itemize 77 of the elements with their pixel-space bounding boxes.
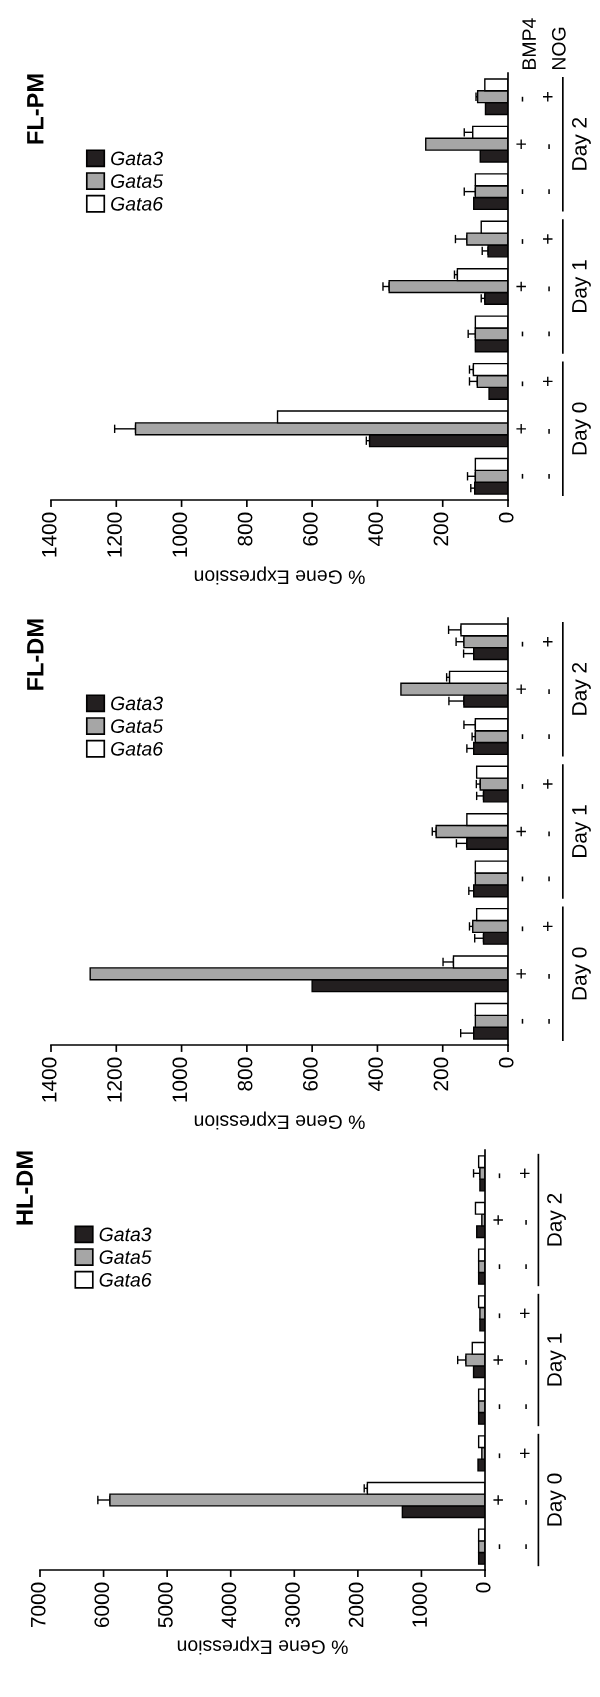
y-tick-label: + - bbox=[493, 1355, 527, 1365]
x-axis-title: % Gene Expression bbox=[177, 1636, 348, 1655]
category-label: - - bbox=[521, 876, 550, 882]
category-label: - - bbox=[521, 189, 550, 194]
x-tick-label: 200 bbox=[433, 1057, 449, 1091]
category-label: - - bbox=[498, 1264, 527, 1270]
x-tick-label: 600 bbox=[302, 512, 318, 546]
text: HL-DM bbox=[16, 1151, 33, 1225]
y-tick-label: + - bbox=[493, 1215, 527, 1225]
legend-label: Gata5 bbox=[99, 1250, 152, 1264]
x-tick-label: 400 bbox=[368, 1057, 384, 1092]
y-tick-label: - + bbox=[521, 779, 553, 789]
x-tick-label: 0 bbox=[498, 1057, 514, 1068]
y-tick-label: + - bbox=[516, 139, 550, 149]
y-tick-label: - + bbox=[498, 1448, 530, 1459]
x-tick-label: 7000 bbox=[30, 1582, 46, 1628]
x-tick-label: 1200 bbox=[107, 1057, 122, 1102]
x-tick-label: 3000 bbox=[285, 1582, 300, 1628]
y-tick-label: - + bbox=[521, 376, 553, 387]
y-tick-label: - + bbox=[521, 637, 553, 647]
x-tick-label: 1000 bbox=[412, 1582, 428, 1627]
y-tick-label: - + bbox=[521, 234, 553, 244]
legend-label: Gata6 bbox=[99, 1272, 152, 1287]
category-label: - - bbox=[521, 473, 550, 479]
x-axis-title: % Gene Expression bbox=[194, 566, 365, 585]
x-tick-label: 600 bbox=[302, 1057, 318, 1091]
text: Day 0 bbox=[571, 402, 591, 455]
text: Day 0 bbox=[571, 947, 591, 1000]
x-axis-title: % Gene Expression bbox=[194, 1111, 365, 1130]
text: FL-PM bbox=[27, 74, 44, 144]
y-tick-label: + - bbox=[516, 684, 550, 694]
y-tick-label: + - bbox=[516, 826, 550, 837]
text: Day 2 bbox=[571, 663, 591, 715]
y-tick-label: - + bbox=[521, 92, 553, 102]
category-label: - - bbox=[521, 734, 550, 739]
y-tick-label: + - bbox=[516, 969, 550, 979]
category-label: - - bbox=[498, 1544, 527, 1550]
legend-label: Gata5 bbox=[111, 719, 164, 733]
y-tick-label: + - bbox=[516, 424, 550, 434]
legend-label: Gata5 bbox=[111, 174, 164, 188]
x-tick-label: 2000 bbox=[348, 1582, 364, 1628]
x-tick-label: 200 bbox=[433, 512, 449, 546]
y-tick-label: - + bbox=[498, 1308, 530, 1319]
y-tick-label: + - bbox=[493, 1495, 527, 1505]
legend-label: Gata6 bbox=[111, 741, 164, 756]
x-tick-label: 1400 bbox=[41, 512, 57, 557]
y-tick-label: - + bbox=[498, 1168, 530, 1179]
category-label: - - bbox=[521, 331, 550, 337]
x-tick-label: 1000 bbox=[172, 512, 188, 557]
x-tick-label: 4000 bbox=[221, 1582, 237, 1628]
x-tick-label: 400 bbox=[368, 512, 384, 547]
text: Day 1 bbox=[572, 805, 591, 857]
x-tick-label: 1200 bbox=[107, 512, 122, 557]
text: Day 2 bbox=[547, 1193, 566, 1246]
x-tick-label: 0 bbox=[475, 1582, 491, 1593]
x-tick-label: 1400 bbox=[41, 1057, 57, 1102]
category-label: - - bbox=[498, 1404, 527, 1410]
legend-label: Gata3 bbox=[99, 1227, 152, 1242]
x-tick-label: 1000 bbox=[172, 1057, 188, 1102]
text: Day 0 bbox=[547, 1473, 566, 1526]
y-tick-label: + - bbox=[516, 281, 550, 292]
x-tick-label: 5000 bbox=[157, 1582, 173, 1628]
text: NOG bbox=[551, 27, 566, 70]
x-tick-label: 6000 bbox=[94, 1582, 110, 1628]
x-tick-label: 800 bbox=[237, 512, 253, 546]
legend-label: Gata3 bbox=[111, 151, 163, 166]
y-tick-label: - + bbox=[521, 921, 553, 932]
text: Day 1 bbox=[572, 260, 591, 312]
x-tick-label: 0 bbox=[498, 512, 514, 523]
legend-label: Gata3 bbox=[111, 696, 163, 711]
legend-label: Gata6 bbox=[111, 196, 164, 211]
text: FL-DM bbox=[27, 619, 44, 690]
category-label: - - bbox=[521, 1018, 550, 1024]
text: Day 2 bbox=[571, 118, 591, 170]
text: BMP4 bbox=[522, 18, 536, 70]
x-tick-label: 800 bbox=[237, 1057, 253, 1091]
text: Day 1 bbox=[547, 1333, 566, 1386]
